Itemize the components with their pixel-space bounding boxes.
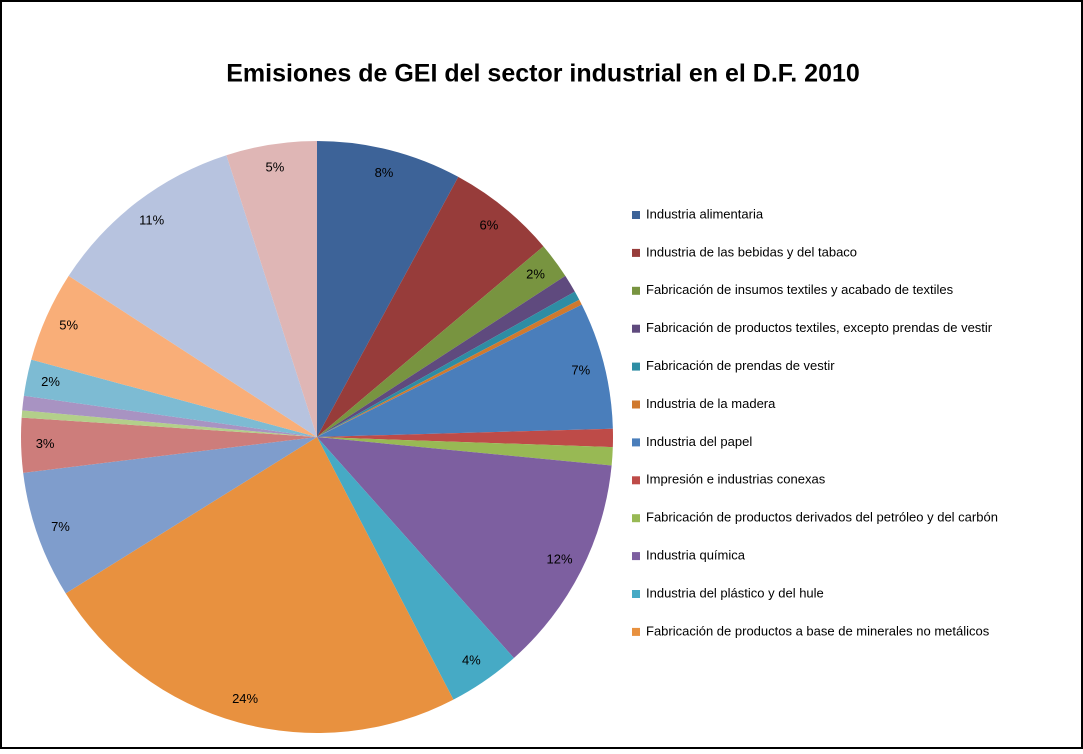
data-label: 7% bbox=[571, 362, 590, 377]
pie-slice bbox=[226, 141, 317, 437]
pie-slice bbox=[317, 437, 514, 700]
data-label: 2% bbox=[41, 374, 60, 389]
legend-label: Fabricación de productos a base de miner… bbox=[646, 623, 990, 638]
data-label: 4% bbox=[462, 652, 481, 667]
data-label: 2% bbox=[526, 267, 545, 282]
pie-slice bbox=[68, 155, 317, 438]
pie-slice bbox=[23, 437, 317, 594]
pie-slice bbox=[317, 299, 582, 437]
data-label: 5% bbox=[59, 318, 78, 333]
legend-swatch bbox=[632, 627, 640, 636]
pie-slice bbox=[317, 428, 613, 448]
legend-label: Fabricación de prendas de vestir bbox=[646, 358, 835, 373]
data-label: 5% bbox=[265, 160, 284, 175]
chart-title: Emisiones de GEI del sector industrial e… bbox=[226, 60, 860, 88]
legend-swatch bbox=[632, 286, 640, 295]
data-label: 7% bbox=[51, 519, 70, 534]
legend-swatch bbox=[632, 400, 640, 409]
pie-slice bbox=[65, 437, 454, 734]
pie-slice bbox=[317, 141, 459, 437]
legend-swatch bbox=[632, 438, 640, 447]
pie-slice bbox=[317, 437, 613, 466]
data-label: 12% bbox=[547, 552, 573, 567]
pie-slice bbox=[317, 291, 580, 437]
data-label: 6% bbox=[480, 218, 499, 233]
legend-label: Industria del papel bbox=[646, 434, 752, 449]
data-label: 24% bbox=[232, 691, 258, 706]
legend-swatch bbox=[632, 324, 640, 333]
legend-swatch bbox=[632, 590, 640, 598]
pie-slice bbox=[23, 359, 318, 437]
pie-slice bbox=[31, 275, 318, 437]
pie-slice bbox=[21, 417, 318, 473]
legend-swatch bbox=[632, 362, 640, 371]
legend-label: Fabricación de productos textiles, excep… bbox=[646, 320, 993, 335]
legend-label: Industria de la madera bbox=[646, 396, 776, 411]
pie-slice bbox=[317, 275, 575, 437]
legend-swatch bbox=[632, 476, 640, 485]
pie-slice bbox=[317, 246, 566, 437]
legend-label: Fabricación de productos derivados del p… bbox=[646, 510, 998, 525]
legend-label: Fabricación de insumos textiles y acabad… bbox=[646, 282, 954, 297]
legend-label: Industria de las bebidas y del tabaco bbox=[646, 244, 857, 259]
legend-swatch bbox=[632, 514, 640, 523]
pie-slice bbox=[317, 176, 544, 438]
pie-slice bbox=[317, 437, 612, 658]
data-label: 11% bbox=[139, 212, 164, 227]
legend-label: Industria del plástico y del hule bbox=[646, 585, 824, 600]
pie-slice bbox=[21, 410, 317, 437]
legend-swatch bbox=[632, 211, 640, 219]
pie-slice bbox=[317, 304, 613, 437]
legend-label: Industria química bbox=[646, 548, 746, 563]
legend-swatch bbox=[632, 248, 640, 257]
legend-label: Industria alimentaria bbox=[646, 206, 764, 221]
legend-swatch bbox=[632, 552, 640, 561]
pie-slice bbox=[22, 395, 317, 437]
legend-label: Impresión e industrias conexas bbox=[646, 472, 826, 487]
data-label: 8% bbox=[375, 165, 394, 180]
data-label: 3% bbox=[36, 436, 55, 451]
